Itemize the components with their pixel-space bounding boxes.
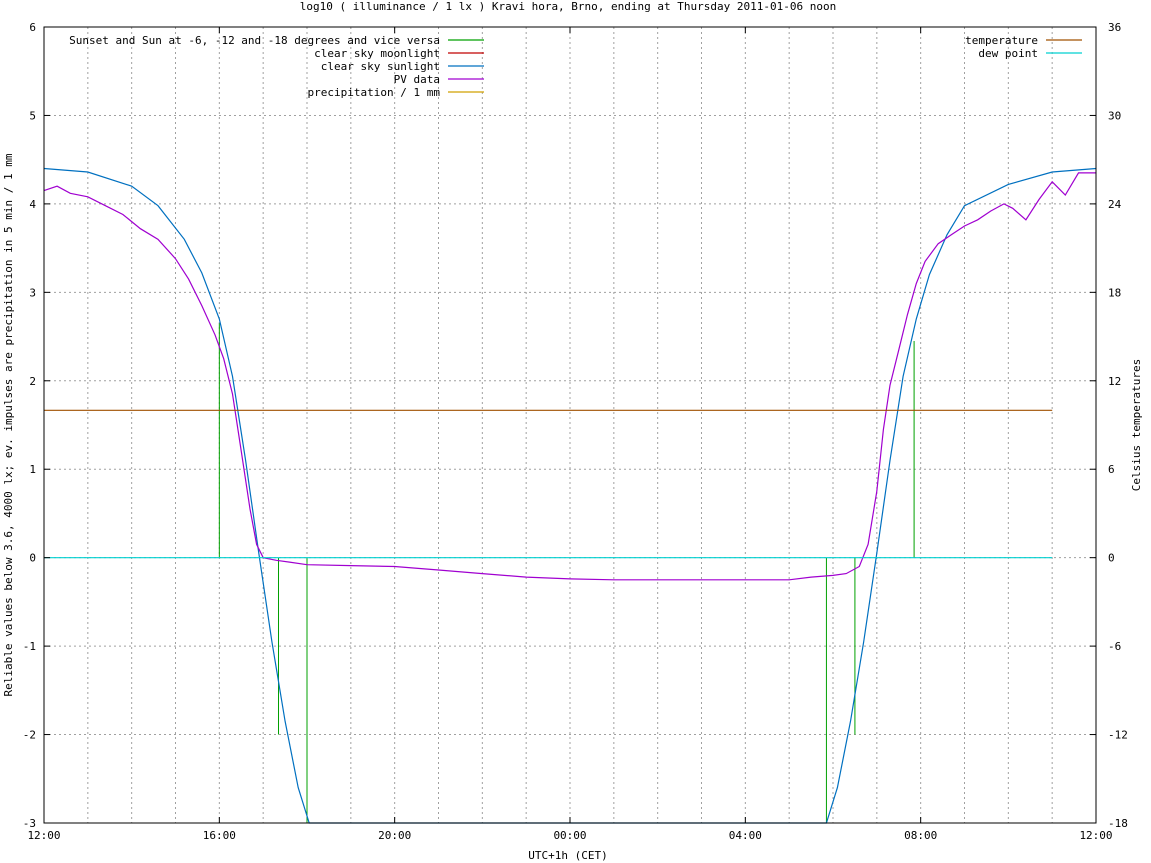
- legend-label: precipitation / 1 mm: [308, 86, 441, 99]
- y-tick-label: 4: [29, 198, 36, 211]
- y-tick-label: 5: [29, 109, 36, 122]
- x-tick-label: 00:00: [553, 829, 586, 842]
- y2-tick-label: 18: [1108, 286, 1121, 299]
- x-tick-label: 04:00: [729, 829, 762, 842]
- y2-tick-label: -6: [1108, 640, 1121, 653]
- y2-axis-label: Celsius temperatures: [1130, 359, 1143, 491]
- legend-label: clear sky sunlight: [321, 60, 440, 73]
- y-tick-label: -1: [23, 640, 36, 653]
- legend-label: temperature: [965, 34, 1038, 47]
- y2-tick-label: 24: [1108, 198, 1122, 211]
- y-tick-label: 0: [29, 552, 36, 565]
- plot-series: [43, 167, 1097, 824]
- y2-tick-label: 36: [1108, 21, 1121, 34]
- x-tick-label: 12:00: [1079, 829, 1112, 842]
- chart-title: log10 ( illuminance / 1 lx ) Kravi hora,…: [300, 0, 836, 13]
- y-axis-label: Reliable values below 3.6, 4000 lx; ev. …: [2, 153, 15, 696]
- x-axis-label: UTC+1h (CET): [528, 849, 607, 862]
- legend-label: Sunset and Sun at -6, -12 and -18 degree…: [69, 34, 440, 47]
- y2-tick-label: -12: [1108, 729, 1128, 742]
- y2-tick-label: -18: [1108, 817, 1128, 830]
- x-tick-label: 08:00: [904, 829, 937, 842]
- y2-tick-label: 6: [1108, 463, 1115, 476]
- y-tick-label: 6: [29, 21, 36, 34]
- x-tick-label: 16:00: [203, 829, 236, 842]
- legend-label: clear sky moonlight: [314, 47, 440, 60]
- axes: 12:00 16:00 20:00 00:00 04:00 08:00 12:00-3-2-…: [23, 21, 1128, 842]
- y-tick-label: 1: [29, 463, 36, 476]
- y2-tick-label: 12: [1108, 375, 1121, 388]
- y-tick-label: 2: [29, 375, 36, 388]
- y2-tick-label: 30: [1108, 109, 1121, 122]
- y2-tick-label: 0: [1108, 552, 1115, 565]
- legend-label: dew point: [978, 47, 1038, 60]
- x-tick-label: 12:00: [27, 829, 60, 842]
- legend-label: PV data: [394, 73, 440, 86]
- y-tick-label: -2: [23, 729, 36, 742]
- x-tick-label: 20:00: [378, 829, 411, 842]
- y-tick-label: 3: [29, 286, 36, 299]
- legend: Sunset and Sun at -6, -12 and -18 degree…: [69, 34, 1082, 99]
- series-line-3: [43, 172, 1096, 581]
- y-tick-label: -3: [23, 817, 36, 830]
